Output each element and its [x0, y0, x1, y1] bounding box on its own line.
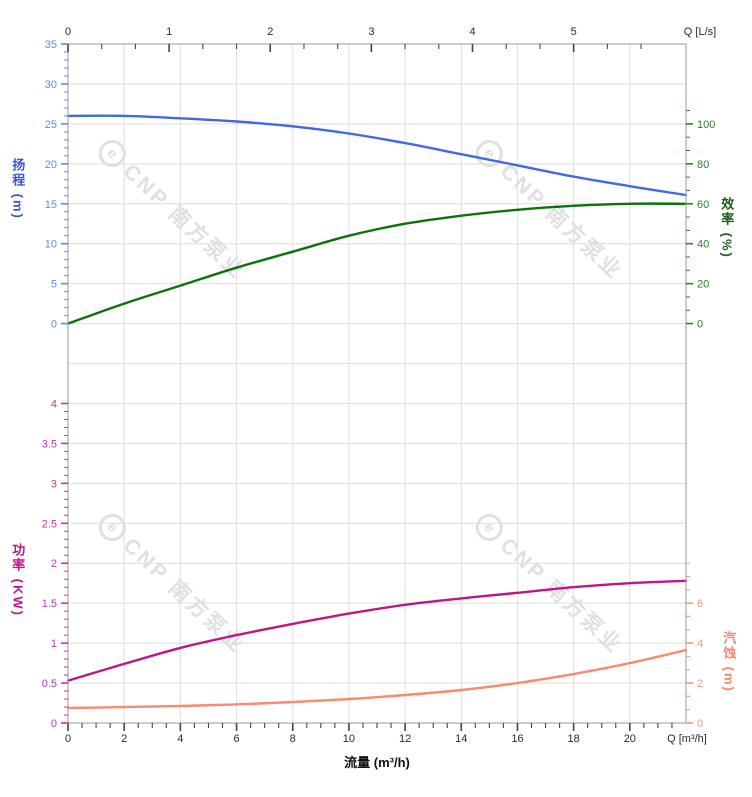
svg-text:3.5: 3.5: [42, 438, 57, 450]
svg-text:20: 20: [45, 159, 57, 171]
axis-title-head: 扬程 (m): [10, 158, 26, 220]
svg-text:35: 35: [45, 39, 57, 51]
svg-text:4: 4: [469, 26, 475, 38]
svg-text:4: 4: [51, 398, 57, 410]
svg-text:0: 0: [51, 319, 57, 331]
svg-text:6: 6: [233, 733, 239, 745]
svg-text:80: 80: [697, 159, 709, 171]
svg-text:2: 2: [51, 558, 57, 570]
svg-text:100: 100: [697, 119, 715, 131]
svg-text:60: 60: [697, 199, 709, 211]
svg-text:10: 10: [343, 733, 355, 745]
svg-text:2: 2: [697, 678, 703, 690]
svg-text:40: 40: [697, 239, 709, 251]
svg-text:3: 3: [51, 478, 57, 490]
svg-text:2: 2: [121, 733, 127, 745]
svg-text:5: 5: [571, 26, 577, 38]
axis-title-npsh: 汽蚀 (m): [721, 631, 737, 693]
svg-text:2.5: 2.5: [42, 518, 57, 530]
svg-text:30: 30: [45, 79, 57, 91]
svg-text:10: 10: [45, 239, 57, 251]
axis-title-power: 功率 (KW): [10, 543, 26, 617]
svg-text:0: 0: [51, 718, 57, 730]
svg-text:4: 4: [697, 638, 703, 650]
svg-text:4: 4: [177, 733, 183, 745]
svg-text:3: 3: [368, 26, 374, 38]
svg-text:14: 14: [455, 733, 467, 745]
svg-text:Q [m³/h]: Q [m³/h]: [667, 733, 707, 745]
svg-text:0: 0: [697, 718, 703, 730]
svg-text:6: 6: [697, 598, 703, 610]
svg-text:1.5: 1.5: [42, 598, 57, 610]
svg-text:20: 20: [624, 733, 636, 745]
svg-text:0: 0: [697, 319, 703, 331]
svg-text:12: 12: [399, 733, 411, 745]
svg-text:流量 (m³/h): 流量 (m³/h): [344, 755, 410, 770]
svg-text:15: 15: [45, 199, 57, 211]
axis-title-efficiency: 效率 (%): [719, 197, 735, 259]
svg-text:1: 1: [166, 26, 172, 38]
svg-text:20: 20: [697, 279, 709, 291]
svg-text:5: 5: [51, 279, 57, 291]
svg-text:1: 1: [51, 638, 57, 650]
svg-text:25: 25: [45, 119, 57, 131]
svg-text:16: 16: [511, 733, 523, 745]
svg-text:8: 8: [290, 733, 296, 745]
svg-text:0: 0: [65, 26, 71, 38]
svg-text:2: 2: [267, 26, 273, 38]
svg-text:Q [L/s]: Q [L/s]: [684, 26, 716, 38]
svg-text:0: 0: [65, 733, 71, 745]
svg-text:18: 18: [568, 733, 580, 745]
svg-text:0.5: 0.5: [42, 678, 57, 690]
